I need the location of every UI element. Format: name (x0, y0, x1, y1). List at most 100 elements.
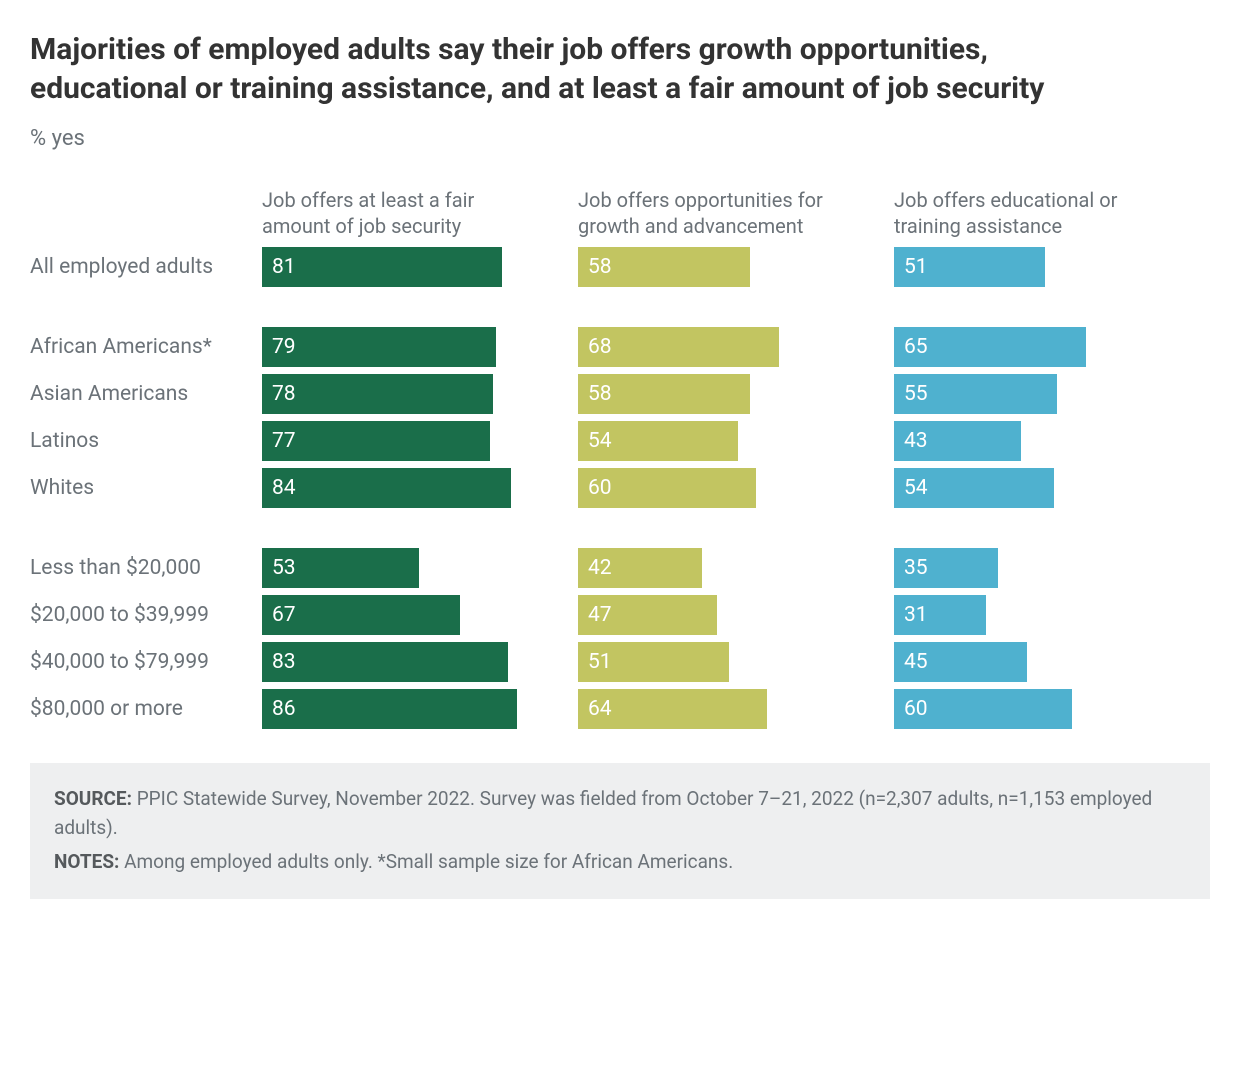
column-header: Job offers at least a fair amount of job… (262, 187, 558, 239)
bar: 68 (578, 327, 779, 367)
data-row: Latinos 77 54 43 (30, 421, 1210, 461)
bar-cell: 68 (578, 327, 874, 367)
bar-cell: 86 (262, 689, 558, 729)
bar: 77 (262, 421, 490, 461)
bar-value: 64 (588, 697, 612, 721)
bar-cell: 81 (262, 247, 558, 287)
bar-cell: 55 (894, 374, 1190, 414)
bar: 81 (262, 247, 502, 287)
bar-value: 78 (272, 382, 296, 406)
bar-value: 86 (272, 697, 296, 721)
bar-cell: 84 (262, 468, 558, 508)
bar-value: 83 (272, 650, 296, 674)
chart-area: Job offers at least a fair amount of job… (30, 187, 1210, 729)
bar-value: 42 (588, 556, 612, 580)
bar-cell: 53 (262, 548, 558, 588)
data-row: Asian Americans 78 58 55 (30, 374, 1210, 414)
bar-value: 31 (904, 603, 928, 627)
bar-value: 35 (904, 556, 928, 580)
bar: 60 (578, 468, 756, 508)
bar-cell: 43 (894, 421, 1190, 461)
notes-label: NOTES: (54, 850, 119, 873)
bar: 65 (894, 327, 1086, 367)
bar-value: 65 (904, 335, 928, 359)
row-label: $40,000 to $79,999 (30, 650, 262, 674)
bar-cell: 31 (894, 595, 1190, 635)
bar-value: 51 (588, 650, 612, 674)
bar-cell: 58 (578, 247, 874, 287)
bar-value: 67 (272, 603, 296, 627)
footer-box: SOURCE: PPIC Statewide Survey, November … (30, 763, 1210, 899)
bar: 86 (262, 689, 517, 729)
bar-cell: 51 (894, 247, 1190, 287)
bar-value: 54 (904, 476, 928, 500)
bar: 84 (262, 468, 511, 508)
bar: 54 (578, 421, 738, 461)
bar-value: 79 (272, 335, 296, 359)
bar-value: 47 (588, 603, 612, 627)
bar-value: 60 (588, 476, 612, 500)
bar: 58 (578, 374, 750, 414)
row-label: Asian Americans (30, 382, 262, 406)
bar: 58 (578, 247, 750, 287)
bar: 53 (262, 548, 419, 588)
bar-value: 60 (904, 697, 928, 721)
bar-cell: 64 (578, 689, 874, 729)
bar-value: 58 (588, 382, 612, 406)
source-label: SOURCE: (54, 787, 132, 810)
bar-value: 81 (272, 255, 296, 279)
bar-value: 51 (904, 255, 928, 279)
bar: 60 (894, 689, 1072, 729)
bar: 78 (262, 374, 493, 414)
column-headers: Job offers at least a fair amount of job… (30, 187, 1210, 239)
bar-cell: 60 (894, 689, 1190, 729)
bar-cell: 35 (894, 548, 1190, 588)
bar-cell: 54 (894, 468, 1190, 508)
bar-cell: 45 (894, 642, 1190, 682)
bar: 55 (894, 374, 1057, 414)
bar-cell: 42 (578, 548, 874, 588)
bar-cell: 51 (578, 642, 874, 682)
data-row: $80,000 or more 86 64 60 (30, 689, 1210, 729)
source-text: PPIC Statewide Survey, November 2022. Su… (54, 787, 1152, 839)
row-group: Less than $20,00053 42 35 $20,000 to $39,99… (30, 548, 1210, 729)
bar: 35 (894, 548, 998, 588)
row-group: All employed adults815851 (30, 247, 1210, 287)
row-label: Less than $20,000 (30, 556, 262, 580)
bar: 64 (578, 689, 767, 729)
column-header: Job offers opportunities for growth and … (578, 187, 874, 239)
bar: 45 (894, 642, 1027, 682)
bar-value: 43 (904, 429, 928, 453)
bar-value: 55 (904, 382, 928, 406)
bar: 51 (578, 642, 729, 682)
bar-value: 77 (272, 429, 296, 453)
bar-value: 45 (904, 650, 928, 674)
bar-cell: 78 (262, 374, 558, 414)
row-label: Latinos (30, 429, 262, 453)
data-row: African Americans* 79 68 65 (30, 327, 1210, 367)
bar-value: 54 (588, 429, 612, 453)
bar: 43 (894, 421, 1021, 461)
bar: 54 (894, 468, 1054, 508)
notes-text: Among employed adults only. *Small sampl… (124, 850, 733, 873)
bar: 67 (262, 595, 460, 635)
row-label: African Americans* (30, 335, 262, 359)
data-row: All employed adults815851 (30, 247, 1210, 287)
row-label: Whites (30, 476, 262, 500)
bar-value: 68 (588, 335, 612, 359)
data-row: Less than $20,00053 42 35 (30, 548, 1210, 588)
bar-cell: 47 (578, 595, 874, 635)
bar-cell: 54 (578, 421, 874, 461)
row-group: African Americans* 79 68 65 Asian Americans 7… (30, 327, 1210, 508)
bar-cell: 65 (894, 327, 1190, 367)
bar-cell: 83 (262, 642, 558, 682)
bar-value: 58 (588, 255, 612, 279)
bar: 31 (894, 595, 986, 635)
bar-value: 84 (272, 476, 296, 500)
row-label: $20,000 to $39,999 (30, 603, 262, 627)
chart-subtitle: % yes (30, 126, 1210, 151)
bar-cell: 67 (262, 595, 558, 635)
chart-title: Majorities of employed adults say their … (30, 30, 1110, 108)
row-label: $80,000 or more (30, 697, 262, 721)
bar-cell: 58 (578, 374, 874, 414)
